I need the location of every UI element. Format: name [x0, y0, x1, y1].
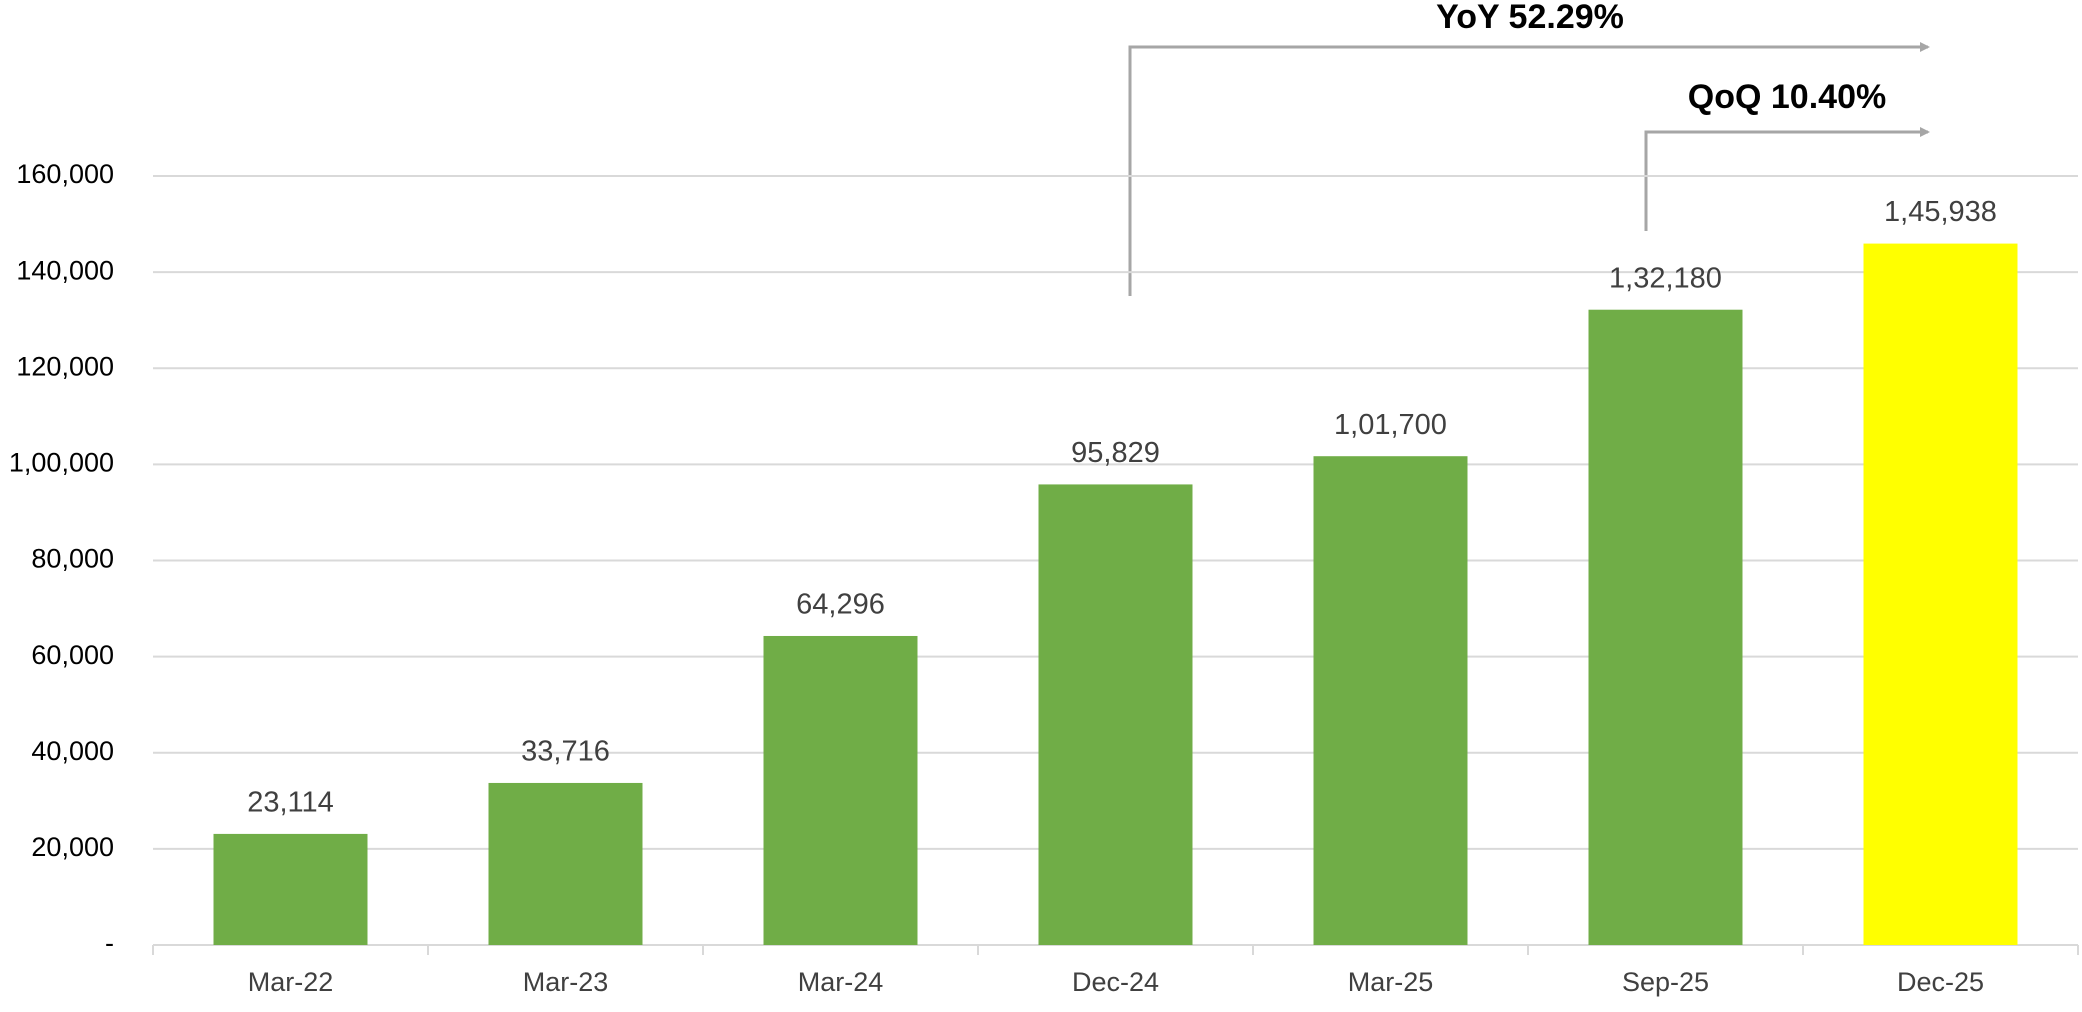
data-label: 23,114 — [247, 787, 334, 819]
y-tick-label: - — [105, 928, 114, 958]
data-label: 1,45,938 — [1884, 196, 1997, 228]
data-label: 33,716 — [521, 736, 610, 768]
qoq-annotation: QoQ 10.40% — [1688, 78, 1886, 116]
data-label: 1,01,700 — [1334, 409, 1447, 441]
y-tick-label: 160,000 — [16, 159, 114, 189]
bar — [763, 635, 918, 945]
y-tick-label: 1,00,000 — [9, 448, 114, 478]
bar — [1313, 456, 1468, 945]
y-tick-label: 60,000 — [31, 640, 114, 670]
x-tick-label: Mar-23 — [523, 967, 609, 997]
data-label: 1,32,180 — [1609, 262, 1722, 294]
bar — [488, 782, 643, 945]
bar — [1038, 484, 1193, 945]
y-tick-label: 120,000 — [16, 351, 114, 381]
yoy-annotation: YoY 52.29% — [1436, 0, 1624, 36]
x-tick-label: Dec-24 — [1072, 967, 1159, 997]
x-tick-label: Dec-25 — [1897, 967, 1984, 997]
bar — [213, 833, 368, 945]
bar — [1863, 243, 2018, 945]
y-tick-label: 20,000 — [31, 832, 114, 862]
yoy-arrow — [1128, 42, 1930, 296]
data-label: 95,829 — [1071, 437, 1160, 469]
x-tick-label: Mar-22 — [248, 967, 334, 997]
x-tick-label: Sep-25 — [1622, 967, 1709, 997]
qoq-arrow — [1644, 127, 1930, 231]
x-tick-label: Mar-25 — [1348, 967, 1434, 997]
x-tick-label: Mar-24 — [798, 967, 884, 997]
y-tick-label: 40,000 — [31, 736, 114, 766]
bar — [1588, 309, 1743, 946]
data-label: 64,296 — [796, 589, 885, 621]
y-tick-label: 140,000 — [16, 255, 114, 285]
y-tick-label: 80,000 — [31, 544, 114, 574]
